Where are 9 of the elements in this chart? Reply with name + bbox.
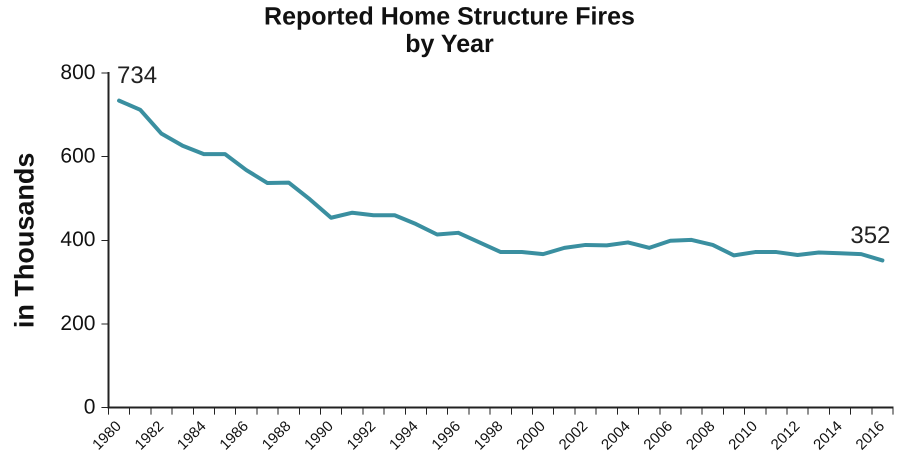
data-label: 734 xyxy=(117,62,158,90)
y-tick-label: 200 xyxy=(60,312,96,335)
y-tick-label: 0 xyxy=(84,395,96,418)
chart-title: Reported Home Structure Fires by Year xyxy=(264,2,635,58)
y-tick-label: 600 xyxy=(60,144,96,168)
data-label: 352 xyxy=(850,222,890,250)
y-tick-label: 800 xyxy=(60,60,96,84)
y-axis-title: in Thousands xyxy=(10,152,40,328)
y-tick-label: 400 xyxy=(60,228,96,252)
